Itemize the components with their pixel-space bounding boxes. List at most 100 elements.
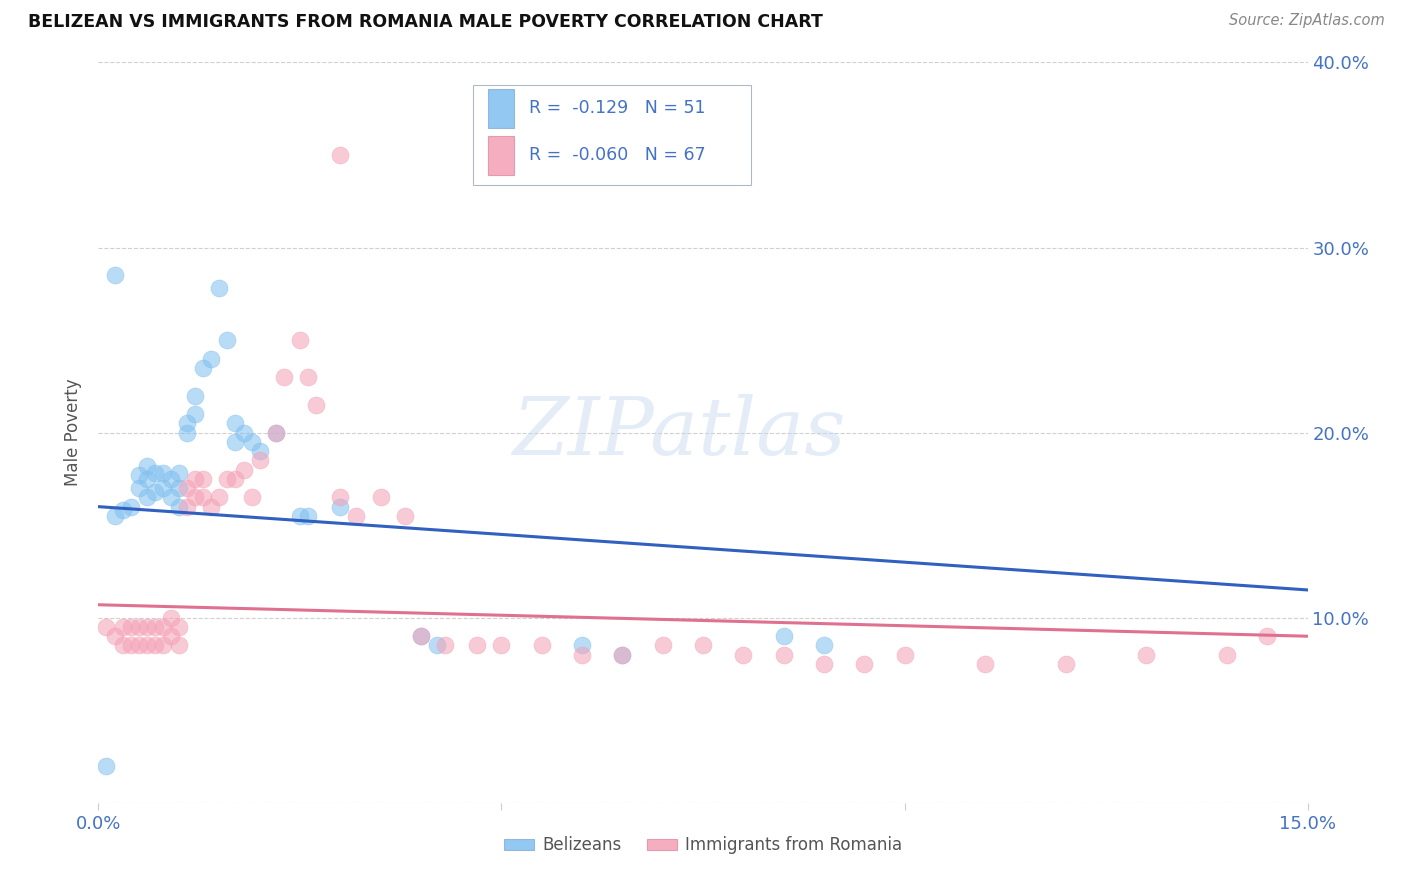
Point <box>143 484 166 499</box>
Point <box>176 481 198 495</box>
Point <box>160 610 183 624</box>
Point <box>264 425 287 440</box>
Point <box>329 491 352 505</box>
Point <box>200 351 222 366</box>
Point <box>434 639 457 653</box>
Point <box>409 629 432 643</box>
Point <box>143 467 166 481</box>
Point <box>297 508 319 523</box>
Point <box>184 388 207 402</box>
Point <box>249 444 271 458</box>
Bar <box>488 89 515 128</box>
Point <box>465 639 488 653</box>
Point <box>111 620 134 634</box>
Point <box>813 657 835 671</box>
Point <box>224 434 246 449</box>
Point <box>217 333 239 347</box>
Point <box>120 500 142 514</box>
Point <box>111 639 134 653</box>
Point <box>240 491 263 505</box>
Point <box>893 648 915 662</box>
Point <box>160 629 183 643</box>
Point <box>103 268 125 283</box>
Point <box>491 639 513 653</box>
Point <box>96 620 118 634</box>
Point <box>530 639 553 653</box>
Point <box>135 491 157 505</box>
Point <box>571 639 593 653</box>
Point <box>176 417 198 431</box>
Point <box>128 481 150 495</box>
Point <box>571 648 593 662</box>
Point <box>974 657 997 671</box>
Point <box>135 620 157 634</box>
Point <box>288 508 311 523</box>
Point <box>612 648 634 662</box>
Point <box>273 370 295 384</box>
Point <box>329 500 352 514</box>
Point <box>651 639 673 653</box>
Text: R =  -0.129   N = 51: R = -0.129 N = 51 <box>529 99 706 118</box>
Point <box>193 491 215 505</box>
Text: Source: ZipAtlas.com: Source: ZipAtlas.com <box>1229 13 1385 29</box>
Point <box>96 758 118 772</box>
Point <box>772 648 794 662</box>
Point <box>208 281 231 295</box>
Point <box>135 639 157 653</box>
Point <box>152 639 174 653</box>
Point <box>193 360 215 375</box>
Point <box>232 462 254 476</box>
Point <box>103 508 125 523</box>
Point <box>135 472 157 486</box>
Point <box>692 639 714 653</box>
Point <box>329 148 352 162</box>
Point <box>176 500 198 514</box>
Point <box>772 629 794 643</box>
Point <box>184 407 207 421</box>
Point <box>160 491 183 505</box>
Point <box>167 620 190 634</box>
Point <box>813 639 835 653</box>
Point <box>612 648 634 662</box>
Point <box>193 472 215 486</box>
Point <box>394 508 416 523</box>
Point <box>143 639 166 653</box>
Point <box>128 468 150 483</box>
Point <box>120 620 142 634</box>
Point <box>426 639 449 653</box>
Point <box>167 639 190 653</box>
Point <box>240 434 263 449</box>
Text: ZIPatlas: ZIPatlas <box>512 394 845 471</box>
Point <box>176 425 198 440</box>
Legend: Belizeans, Immigrants from Romania: Belizeans, Immigrants from Romania <box>498 830 908 861</box>
Point <box>224 472 246 486</box>
Point <box>344 508 367 523</box>
Point <box>128 620 150 634</box>
Point <box>184 472 207 486</box>
Point <box>264 425 287 440</box>
Point <box>160 472 183 486</box>
Point <box>103 629 125 643</box>
Point <box>1216 648 1239 662</box>
Point <box>217 472 239 486</box>
Point <box>167 500 190 514</box>
Point <box>143 620 166 634</box>
Point <box>1135 648 1157 662</box>
Point <box>853 657 876 671</box>
Point <box>152 467 174 481</box>
Bar <box>488 136 515 175</box>
Point <box>167 481 190 495</box>
Point <box>297 370 319 384</box>
Point <box>128 639 150 653</box>
Point <box>733 648 755 662</box>
Point <box>249 453 271 467</box>
Point <box>232 425 254 440</box>
Point <box>184 491 207 505</box>
Point <box>1054 657 1077 671</box>
Point <box>120 639 142 653</box>
Point <box>305 398 328 412</box>
Point <box>152 620 174 634</box>
Point <box>409 629 432 643</box>
Point <box>135 458 157 473</box>
Text: BELIZEAN VS IMMIGRANTS FROM ROMANIA MALE POVERTY CORRELATION CHART: BELIZEAN VS IMMIGRANTS FROM ROMANIA MALE… <box>28 13 823 31</box>
